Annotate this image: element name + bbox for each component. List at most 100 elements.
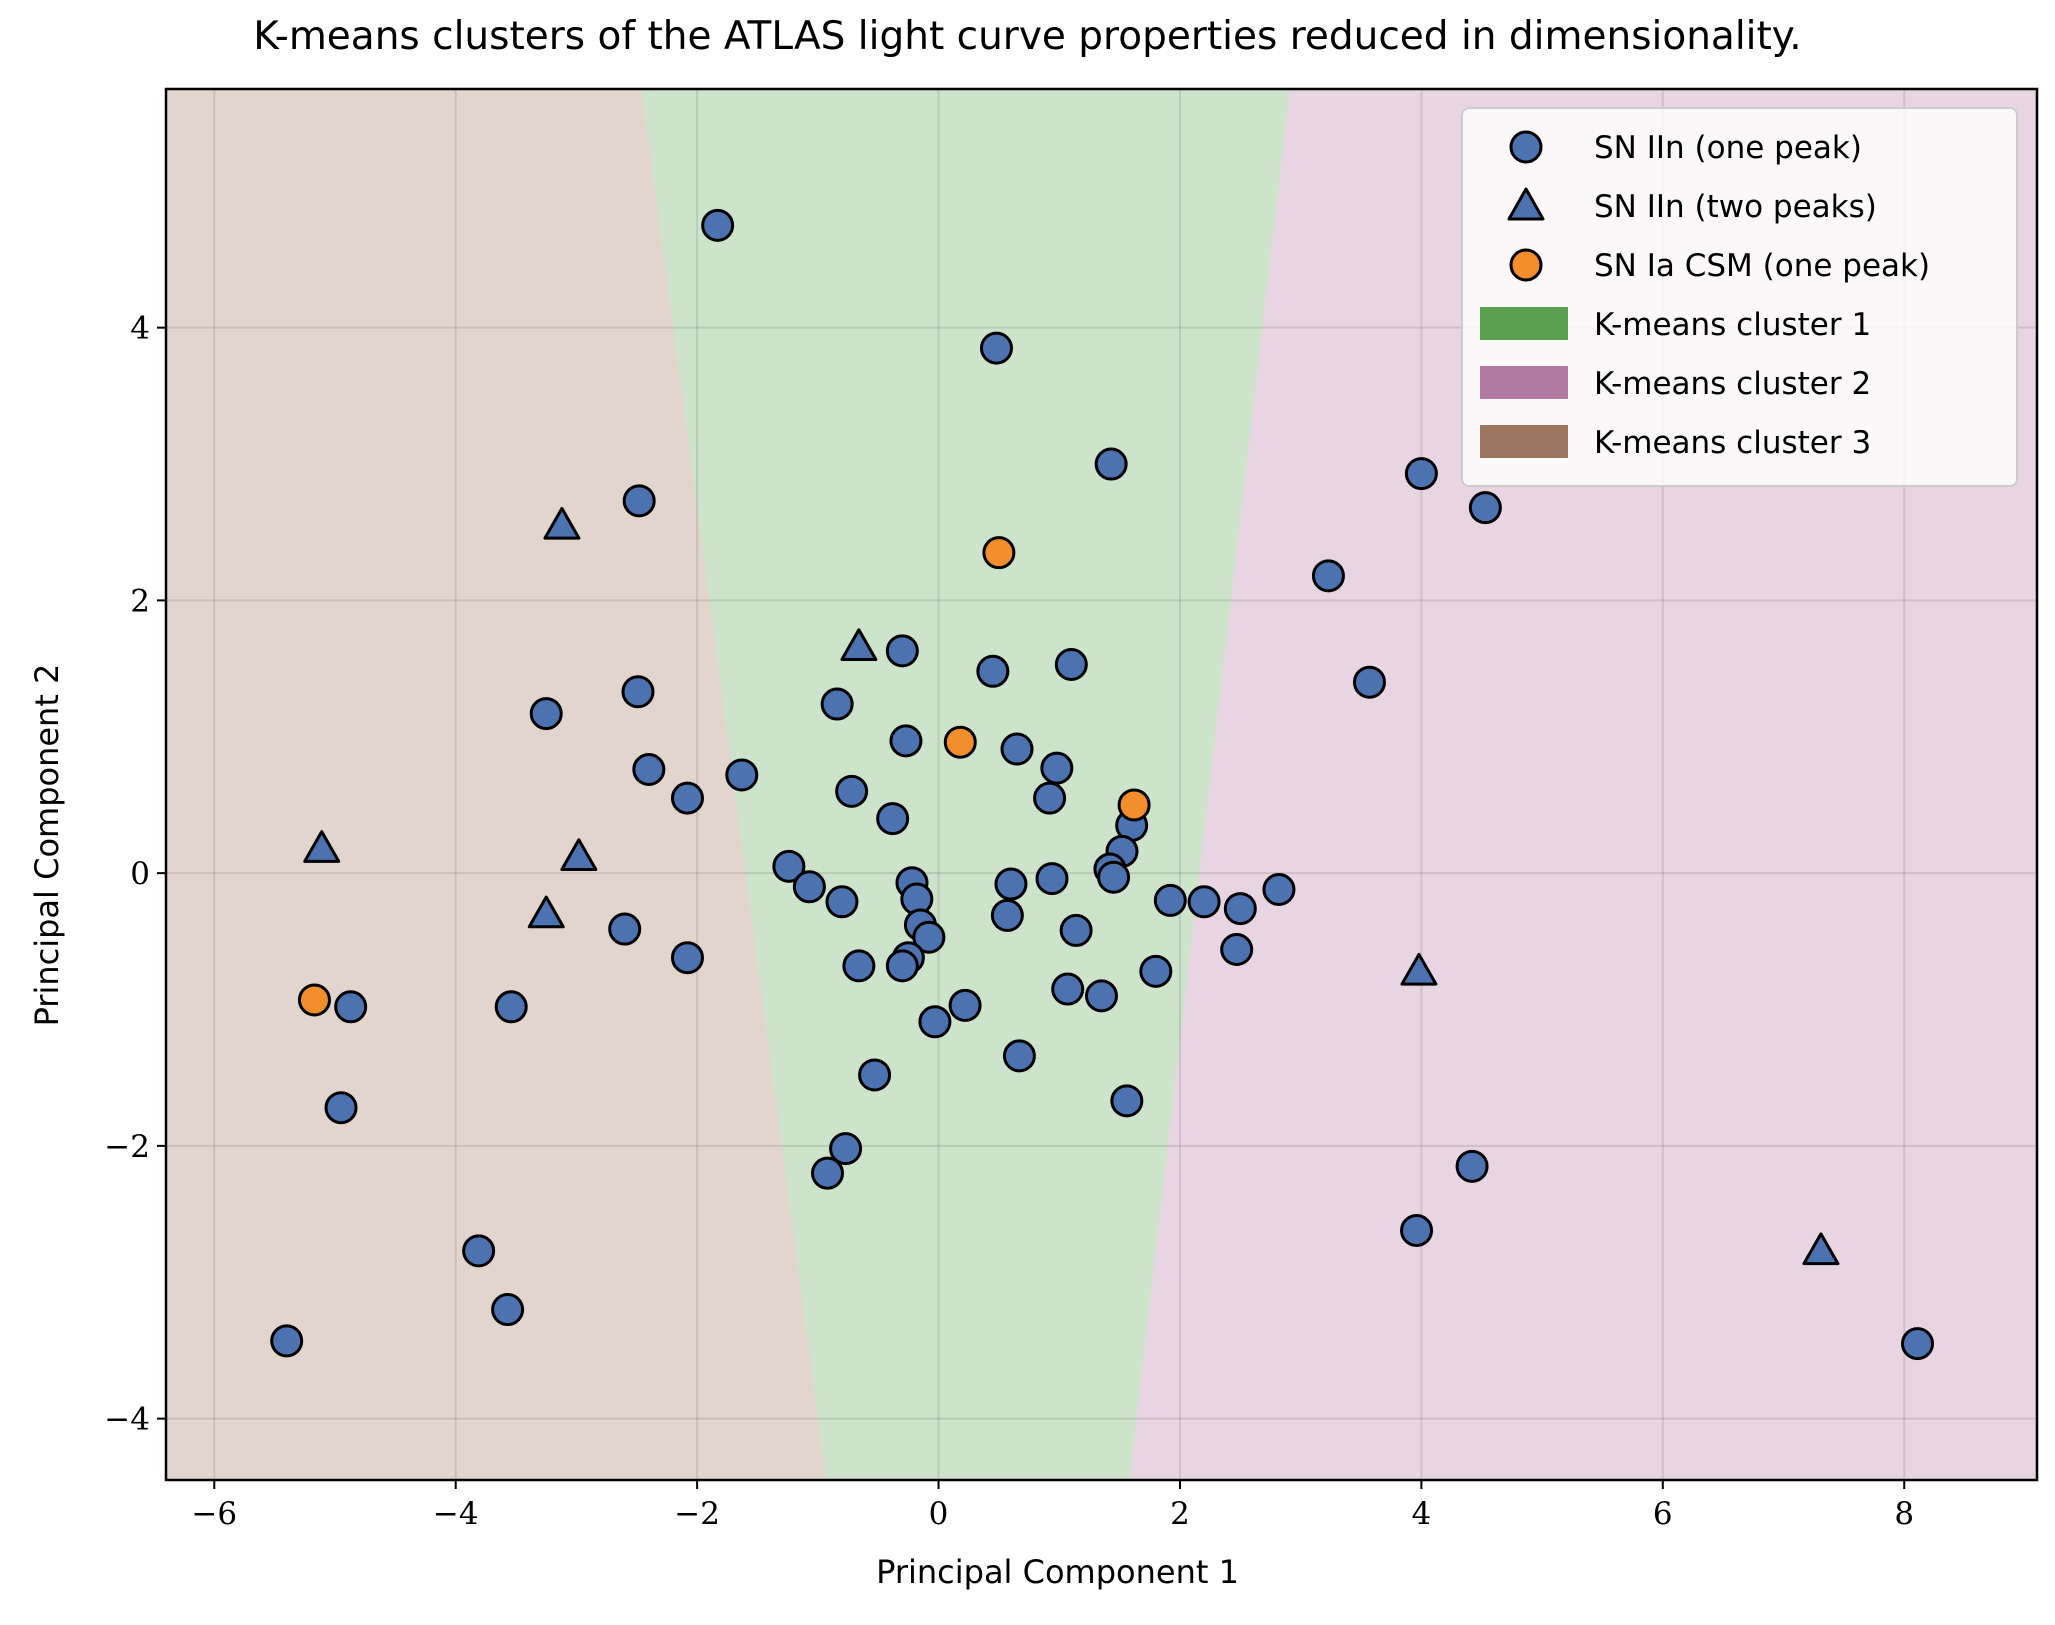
two-peak-point	[527, 895, 565, 929]
one-peak-point	[1110, 1084, 1144, 1118]
one-peak-point	[1035, 862, 1069, 896]
one-peak-point	[1051, 972, 1085, 1006]
one-peak-point	[829, 1132, 863, 1166]
one-peak-point	[885, 949, 919, 983]
legend-label: SN IIn (one peak)	[1594, 130, 1862, 166]
one-peak-point	[491, 1293, 525, 1327]
two-peak-point	[560, 838, 598, 872]
one-peak-point	[1311, 559, 1345, 593]
one-peak-point	[1085, 979, 1118, 1013]
one-peak-point	[701, 208, 735, 242]
legend-cluster-1-patch	[1480, 307, 1568, 340]
y-axis-label: Principal Component 2	[28, 663, 66, 1027]
one-peak-point	[1094, 447, 1128, 481]
one-peak-point	[1400, 1213, 1434, 1247]
legend-label: K-means cluster 1	[1594, 307, 1871, 343]
one-peak-point	[885, 634, 919, 668]
two-peak-point	[1802, 1232, 1840, 1266]
legend-label: K-means cluster 2	[1594, 366, 1871, 402]
y-tick-label: −4	[104, 1402, 150, 1438]
one-peak-point	[912, 920, 946, 954]
legend-two-peak-marker	[1507, 187, 1545, 221]
one-peak-point	[1468, 491, 1502, 525]
one-peak-point	[820, 687, 854, 721]
one-peak-point	[529, 697, 563, 731]
one-peak-point	[810, 1156, 844, 1190]
legend-label: K-means cluster 3	[1594, 425, 1871, 461]
two-peak-point	[1400, 952, 1438, 986]
two-peak-point	[543, 506, 581, 540]
chart-title: K-means clusters of the ATLAS light curv…	[253, 14, 1802, 59]
ia-csm-point	[943, 725, 977, 759]
plot-frame	[164, 87, 2039, 1482]
legend-ia-csm-marker	[1509, 248, 1543, 282]
one-peak-point	[835, 774, 869, 808]
one-peak-point	[608, 912, 642, 946]
one-peak-point	[979, 331, 1013, 365]
one-peak-point	[494, 990, 528, 1024]
y-tick-label: −2	[104, 1129, 150, 1165]
one-peak-point	[1000, 732, 1034, 766]
one-peak-point	[622, 484, 656, 518]
cluster-3-region	[166, 89, 827, 1480]
one-peak-point	[842, 949, 876, 983]
two-peak-point	[840, 628, 878, 662]
one-peak-point	[1220, 933, 1254, 967]
legend-box	[1461, 107, 2018, 487]
one-peak-point	[1040, 751, 1074, 785]
one-peak-point	[976, 654, 1010, 688]
one-peak-point	[1262, 873, 1296, 907]
one-peak-point	[858, 1058, 892, 1092]
one-peak-point	[1900, 1327, 1934, 1361]
y-tick-label: 4	[130, 311, 150, 347]
one-peak-point	[270, 1324, 304, 1358]
x-tick-label: −6	[191, 1496, 237, 1532]
legend-label: SN IIn (two peaks)	[1594, 189, 1877, 225]
one-peak-point	[990, 898, 1024, 932]
x-tick-label: 0	[929, 1496, 949, 1532]
one-peak-point	[994, 867, 1028, 901]
legend-one-peak-marker	[1509, 130, 1543, 164]
one-peak-point	[1033, 781, 1067, 815]
one-peak-point	[772, 849, 806, 883]
x-tick-label: 8	[1894, 1496, 1914, 1532]
one-peak-point	[462, 1234, 496, 1268]
x-tick-label: 4	[1412, 1496, 1432, 1532]
one-peak-point	[1223, 892, 1257, 926]
x-tick-label: −2	[674, 1496, 720, 1532]
one-peak-point	[1187, 885, 1221, 919]
one-peak-point	[621, 675, 655, 709]
legend-label: SN Ia CSM (one peak)	[1594, 248, 1930, 284]
one-peak-point	[889, 724, 923, 758]
one-peak-point	[1139, 954, 1173, 988]
one-peak-point	[1153, 883, 1187, 917]
one-peak-point	[1455, 1149, 1489, 1183]
one-peak-point	[334, 990, 368, 1024]
x-axis-label: Principal Component 1	[876, 1553, 1239, 1591]
one-peak-point	[1002, 1039, 1036, 1073]
one-peak-point	[670, 941, 704, 975]
ia-csm-point	[982, 536, 1016, 570]
one-peak-point	[1352, 665, 1386, 699]
y-tick-label: 0	[130, 856, 150, 892]
x-tick-label: 2	[1170, 1496, 1190, 1532]
one-peak-point	[1404, 457, 1438, 491]
one-peak-point	[825, 885, 859, 919]
x-tick-label: 6	[1653, 1496, 1673, 1532]
one-peak-point	[876, 802, 910, 836]
legend-cluster-2-patch	[1480, 366, 1568, 399]
one-peak-point	[918, 1005, 952, 1039]
cluster-1-region	[641, 89, 1290, 1480]
two-peak-point	[303, 830, 341, 863]
legend: SN IIn (one peak) SN IIn (two peaks) SN Ia…	[1461, 107, 2018, 487]
one-peak-point	[1097, 860, 1131, 894]
ia-csm-point	[297, 983, 331, 1017]
y-tick-label: 2	[130, 583, 150, 619]
ia-csm-point	[1117, 788, 1151, 822]
one-peak-point	[1054, 647, 1088, 681]
one-peak-point	[725, 758, 759, 792]
one-peak-point	[324, 1091, 358, 1125]
legend-cluster-3-patch	[1480, 425, 1568, 458]
one-peak-point	[1059, 913, 1093, 947]
